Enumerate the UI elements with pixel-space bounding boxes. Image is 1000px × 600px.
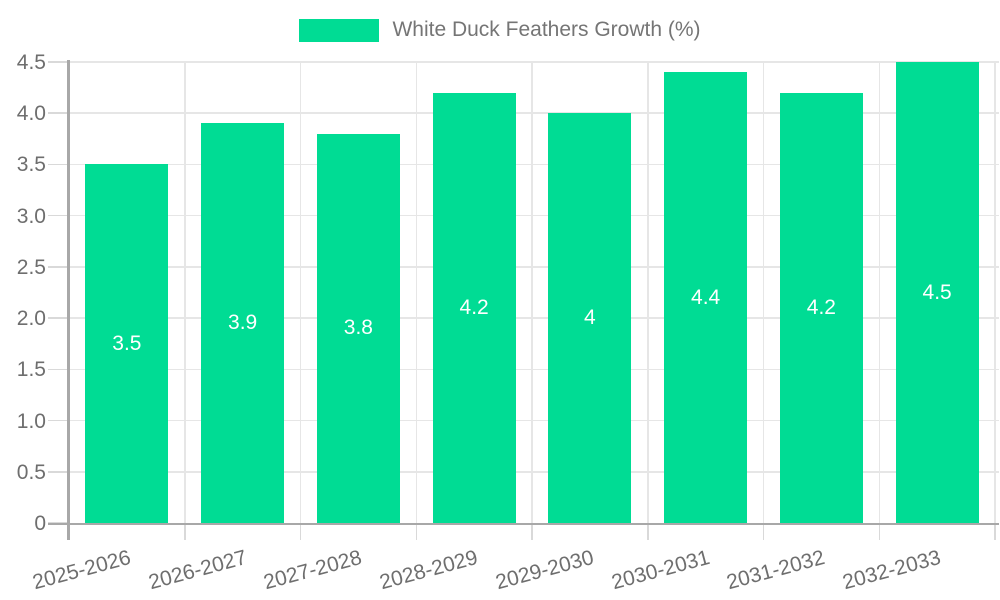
x-axis-tick (184, 525, 186, 540)
y-axis-tick (48, 214, 69, 217)
legend-swatch (299, 18, 380, 42)
y-axis-label: 1.5 (16, 358, 46, 382)
h-gridline (69, 419, 999, 422)
h-gridline (69, 471, 999, 473)
v-gridline (994, 62, 996, 523)
x-axis-tick (299, 525, 302, 540)
bar-value-label: 3.5 (112, 331, 142, 355)
x-axis-tick (994, 525, 996, 540)
y-axis-label: 1.0 (16, 409, 46, 433)
y-axis-tick (48, 163, 69, 166)
y-axis-line (67, 60, 70, 540)
v-gridline (531, 62, 533, 523)
y-axis-tick (48, 112, 69, 114)
h-gridline (69, 163, 999, 166)
bar-2031-2032[interactable]: 4.2 (779, 92, 863, 523)
v-gridline (299, 62, 302, 523)
x-axis-tick (415, 525, 417, 540)
bar-2030-2031[interactable]: 4.4 (664, 72, 748, 523)
h-gridline (69, 368, 999, 371)
x-axis-line (48, 522, 999, 525)
legend-label: White Duck Feathers Growth (%) (392, 18, 701, 41)
v-gridline (415, 62, 417, 523)
x-axis-tick (762, 525, 765, 540)
y-axis-label: 4.0 (16, 102, 46, 126)
v-gridline (647, 62, 649, 523)
y-axis-label: 2.0 (16, 307, 46, 331)
bar-value-label: 4.4 (691, 285, 721, 309)
bar-2025-2026[interactable]: 3.5 (85, 164, 169, 523)
y-axis-label: 0.5 (16, 460, 46, 484)
y-axis-tick (48, 419, 69, 422)
y-axis-tick (48, 266, 69, 268)
y-axis-tick (48, 61, 69, 63)
bar-value-label: 3.9 (228, 311, 258, 335)
bar-value-label: 4 (584, 306, 596, 330)
y-axis-tick (48, 368, 69, 371)
bar-value-label: 3.8 (343, 316, 373, 340)
h-gridline (69, 317, 999, 319)
y-axis-label: 3.5 (16, 153, 46, 177)
bar-value-label: 4.2 (806, 295, 836, 319)
x-axis-tick (878, 525, 880, 540)
h-gridline (69, 266, 999, 268)
y-axis-tick (48, 317, 69, 319)
bar-value-label: 4.2 (459, 295, 489, 319)
bar-2028-2029[interactable]: 4.2 (432, 92, 516, 523)
y-axis-label: 4.5 (16, 51, 46, 74)
y-axis-label: 3.0 (16, 204, 46, 228)
bar-2027-2028[interactable]: 3.8 (316, 133, 400, 523)
plot-area: 3.5 3.9 3.8 4.2 4 4.4 4.2 4.5 (48, 60, 999, 540)
v-gridline (762, 62, 765, 523)
bar-2026-2027[interactable]: 3.9 (201, 123, 285, 523)
y-axis-label: 0 (34, 512, 46, 535)
bar-2032-2033[interactable]: 4.5 (895, 62, 979, 523)
x-axis-tick (531, 525, 533, 540)
bar-2029-2030[interactable]: 4 (548, 113, 632, 523)
x-axis-tick (647, 525, 649, 540)
h-gridline (69, 112, 999, 114)
y-axis-tick (48, 471, 69, 473)
h-gridline (69, 214, 999, 217)
y-axis-label: 2.5 (16, 255, 46, 279)
bar-value-label: 4.5 (922, 280, 952, 304)
v-gridline (184, 62, 186, 523)
v-gridline (878, 62, 880, 523)
h-gridline (69, 61, 999, 63)
legend-item[interactable]: White Duck Feathers Growth (%) (0, 16, 1000, 44)
